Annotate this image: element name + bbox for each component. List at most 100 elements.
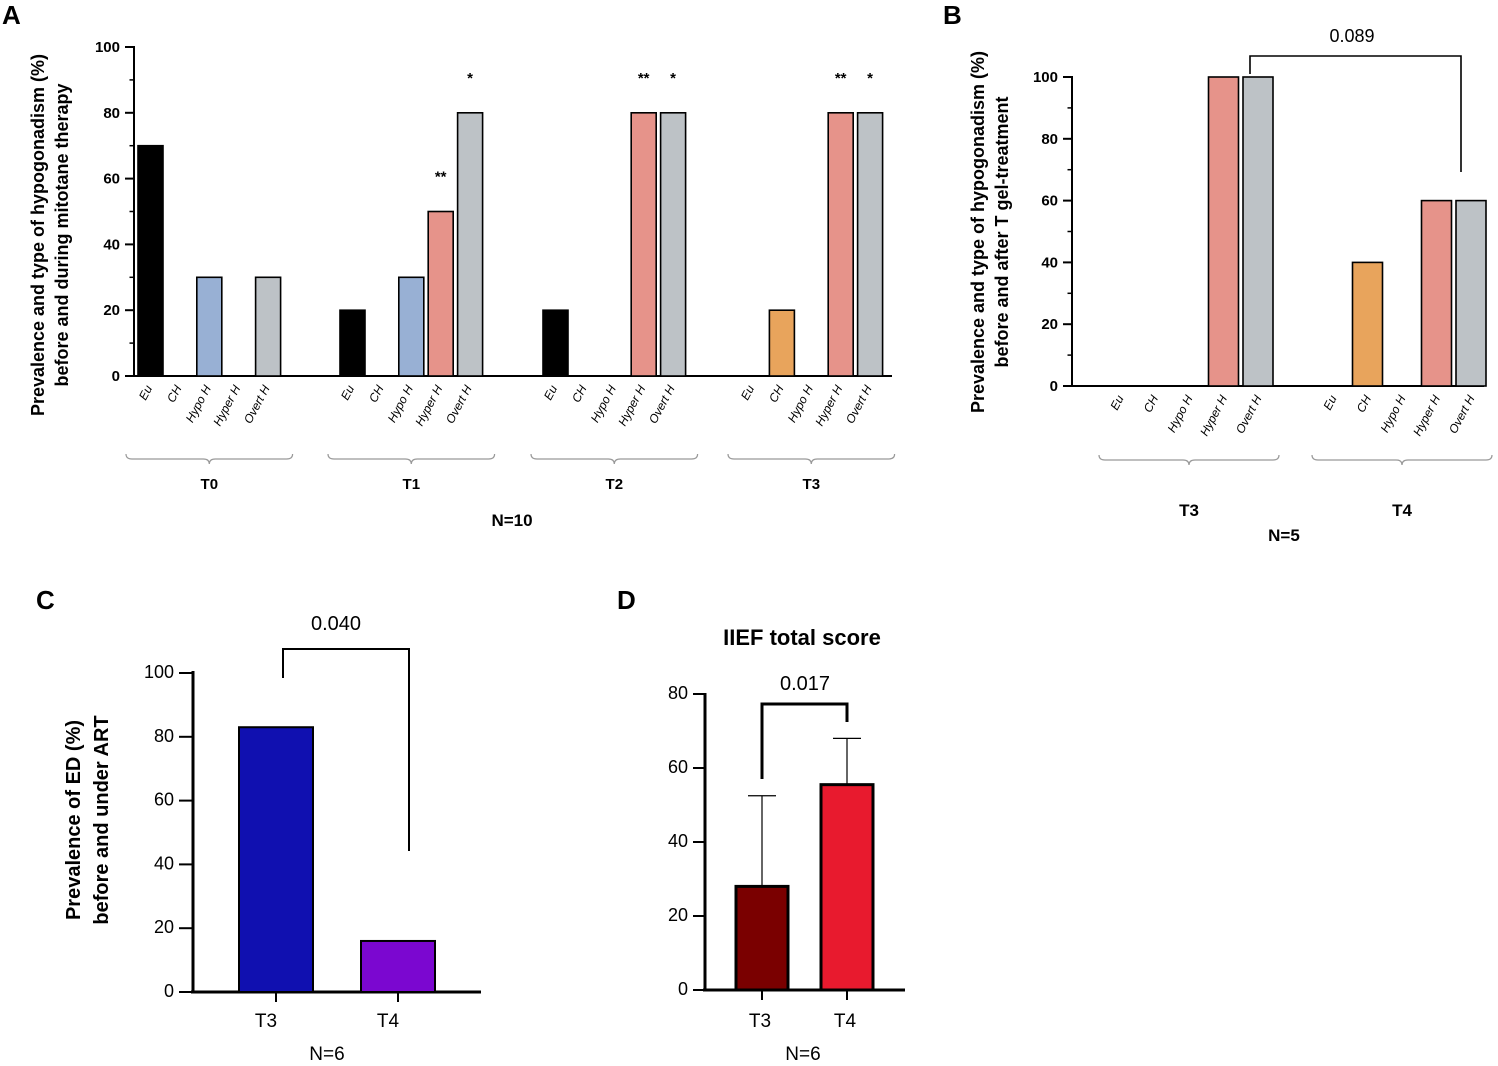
panel-b: B Prevalence and type of hypogonadism (%… xyxy=(943,0,1493,545)
panel-b-group-label: T4 xyxy=(1392,501,1412,520)
panel-a-bar-t1-eu xyxy=(339,309,366,377)
panel-d-title: IIEF total score xyxy=(723,625,881,650)
panel-a-group-brace xyxy=(530,453,699,465)
panel-a-group-brace xyxy=(327,453,496,465)
panel-b-category-label: Eu xyxy=(1107,393,1126,413)
panel-c-ytick-label: 40 xyxy=(154,853,174,873)
panel-b-category-label: Hypo H xyxy=(1378,393,1409,435)
panel-a-bar-t1-hypo-h xyxy=(397,276,425,377)
panel-c-category-label: T3 xyxy=(255,1011,277,1032)
panel-b-pvalue: 0.089 xyxy=(1329,26,1374,46)
panel-a-category-label: CH xyxy=(164,383,185,405)
panel-c-ylabel-line2: before and under ART xyxy=(91,715,113,924)
panel-a-category-label: CH xyxy=(569,383,590,405)
panel-a-group-label: T3 xyxy=(803,476,821,493)
panel-a-bar-t3-hyper-h xyxy=(827,112,855,377)
panel-a-category-label: Overt H xyxy=(443,383,475,426)
panel-b-n-label: N=5 xyxy=(1268,526,1300,545)
panel-a-letter: A xyxy=(2,0,21,30)
panel-a-significance-stars: * xyxy=(467,70,473,87)
panel-a-group-brace xyxy=(125,453,294,465)
panel-b-letter: B xyxy=(943,0,962,30)
panel-d-letter: D xyxy=(617,585,636,615)
panel-c: C Prevalence of ED (%) before and under … xyxy=(36,585,481,1065)
panel-a-bar-t2-eu xyxy=(542,309,569,377)
panel-a-category-label: CH xyxy=(766,383,787,405)
panel-c-letter: C xyxy=(36,585,55,615)
panel-a-category-label: Hypo H xyxy=(785,383,816,425)
panel-b-ytick-label: 80 xyxy=(1041,131,1058,148)
panel-b-bar-t4-hyper-h xyxy=(1420,199,1453,387)
panel-a-category-label: Eu xyxy=(738,383,757,403)
panel-a-ytick-label: 40 xyxy=(103,236,120,253)
panel-a-category-label: Eu xyxy=(338,383,357,403)
panel-a-bar-t1-overt-h xyxy=(456,112,484,377)
panel-d-ytick-label: 60 xyxy=(668,757,688,777)
panel-b-category-label: Eu xyxy=(1320,393,1339,413)
panel-d-n-label: N=6 xyxy=(785,1044,820,1065)
panel-a-ylabel-line1: Prevalence and type of hypogonadism (%) xyxy=(28,54,48,416)
panel-b-category-label: CH xyxy=(1141,393,1162,415)
panel-c-ytick-label: 60 xyxy=(154,790,174,810)
panel-b-group-brace xyxy=(1098,454,1280,466)
panel-a: A Prevalence and type of hypogonadism (%… xyxy=(2,0,896,530)
panel-a-category-label: Hypo H xyxy=(385,383,416,425)
panel-b-significance-bracket xyxy=(1249,55,1462,172)
panel-b-bar-t3-hyper-h xyxy=(1207,76,1240,387)
panel-a-bar-t2-hyper-h xyxy=(630,112,658,377)
panel-d-ytick-label: 40 xyxy=(668,831,688,851)
panel-d-ytick-label: 20 xyxy=(668,905,688,925)
panel-c-bar-t4 xyxy=(360,939,436,994)
panel-a-n-label: N=10 xyxy=(491,511,532,530)
panel-c-ytick-label: 80 xyxy=(154,726,174,746)
panel-b-bar-t4-overt-h xyxy=(1455,199,1487,387)
panel-b-ylabel-line1: Prevalence and type of hypogonadism (%) xyxy=(968,51,988,413)
panel-a-group-label: T2 xyxy=(606,476,624,493)
panel-b-category-label: Hyper H xyxy=(1410,393,1443,439)
panel-a-ytick-label: 0 xyxy=(112,368,120,385)
panel-c-ytick-label: 20 xyxy=(154,917,174,937)
panel-b-category-label: Overt H xyxy=(1233,393,1265,436)
panel-a-group-brace xyxy=(727,453,896,465)
panel-a-category-label: Overt H xyxy=(241,383,273,426)
panel-c-category-label: T4 xyxy=(377,1011,400,1032)
panel-a-bar-t0-hypo-h xyxy=(196,276,223,377)
panel-b-category-label: CH xyxy=(1354,393,1375,415)
panel-b-category-label: Overt H xyxy=(1446,393,1478,436)
panel-c-pvalue: 0.040 xyxy=(311,613,361,635)
panel-a-category-label: Hypo H xyxy=(588,383,619,425)
panel-a-bar-t2-overt-h xyxy=(659,112,687,377)
panel-d-category-label: T3 xyxy=(749,1011,771,1032)
panel-a-ytick-label: 80 xyxy=(103,105,120,122)
panel-a-bar-t3-overt-h xyxy=(856,112,884,377)
panel-a-significance-stars: ** xyxy=(435,169,447,186)
panel-a-bar-t1-hyper-h xyxy=(427,210,455,377)
panel-b-ytick-label: 60 xyxy=(1041,193,1058,210)
panel-a-category-label: Hyper H xyxy=(210,383,243,429)
panel-b-bar-t3-overt-h xyxy=(1242,76,1274,387)
panel-a-ytick-label: 60 xyxy=(103,171,120,188)
panel-b-group-label: T3 xyxy=(1179,501,1199,520)
panel-a-significance-stars: * xyxy=(867,70,873,87)
panel-a-category-label: Eu xyxy=(136,383,155,403)
panel-a-category-label: Hypo H xyxy=(183,383,214,425)
panel-d-bar-t4 xyxy=(819,783,875,992)
panel-a-ylabel-line2: before and during mitotane therapy xyxy=(52,83,72,386)
panel-a-significance-stars: ** xyxy=(638,70,650,87)
panel-b-group-brace xyxy=(1311,454,1493,466)
panel-c-ytick-label: 100 xyxy=(144,662,174,682)
panel-a-ytick-label: 100 xyxy=(95,39,120,56)
panel-b-ytick-label: 100 xyxy=(1033,69,1058,86)
panel-a-category-label: Hyper H xyxy=(615,383,648,429)
panel-c-bar-t3 xyxy=(238,726,314,993)
panel-a-bar-t0-eu xyxy=(137,144,164,377)
panel-a-group-label: T1 xyxy=(403,476,421,493)
panel-d-ytick-label: 0 xyxy=(678,979,688,999)
panel-b-ytick-label: 20 xyxy=(1041,316,1058,333)
panel-c-ylabel-line1: Prevalence of ED (%) xyxy=(63,720,85,920)
panel-a-category-label: Overt H xyxy=(843,383,875,426)
panel-b-category-label: Hypo H xyxy=(1165,393,1196,435)
panel-a-group-label: T0 xyxy=(201,476,219,493)
